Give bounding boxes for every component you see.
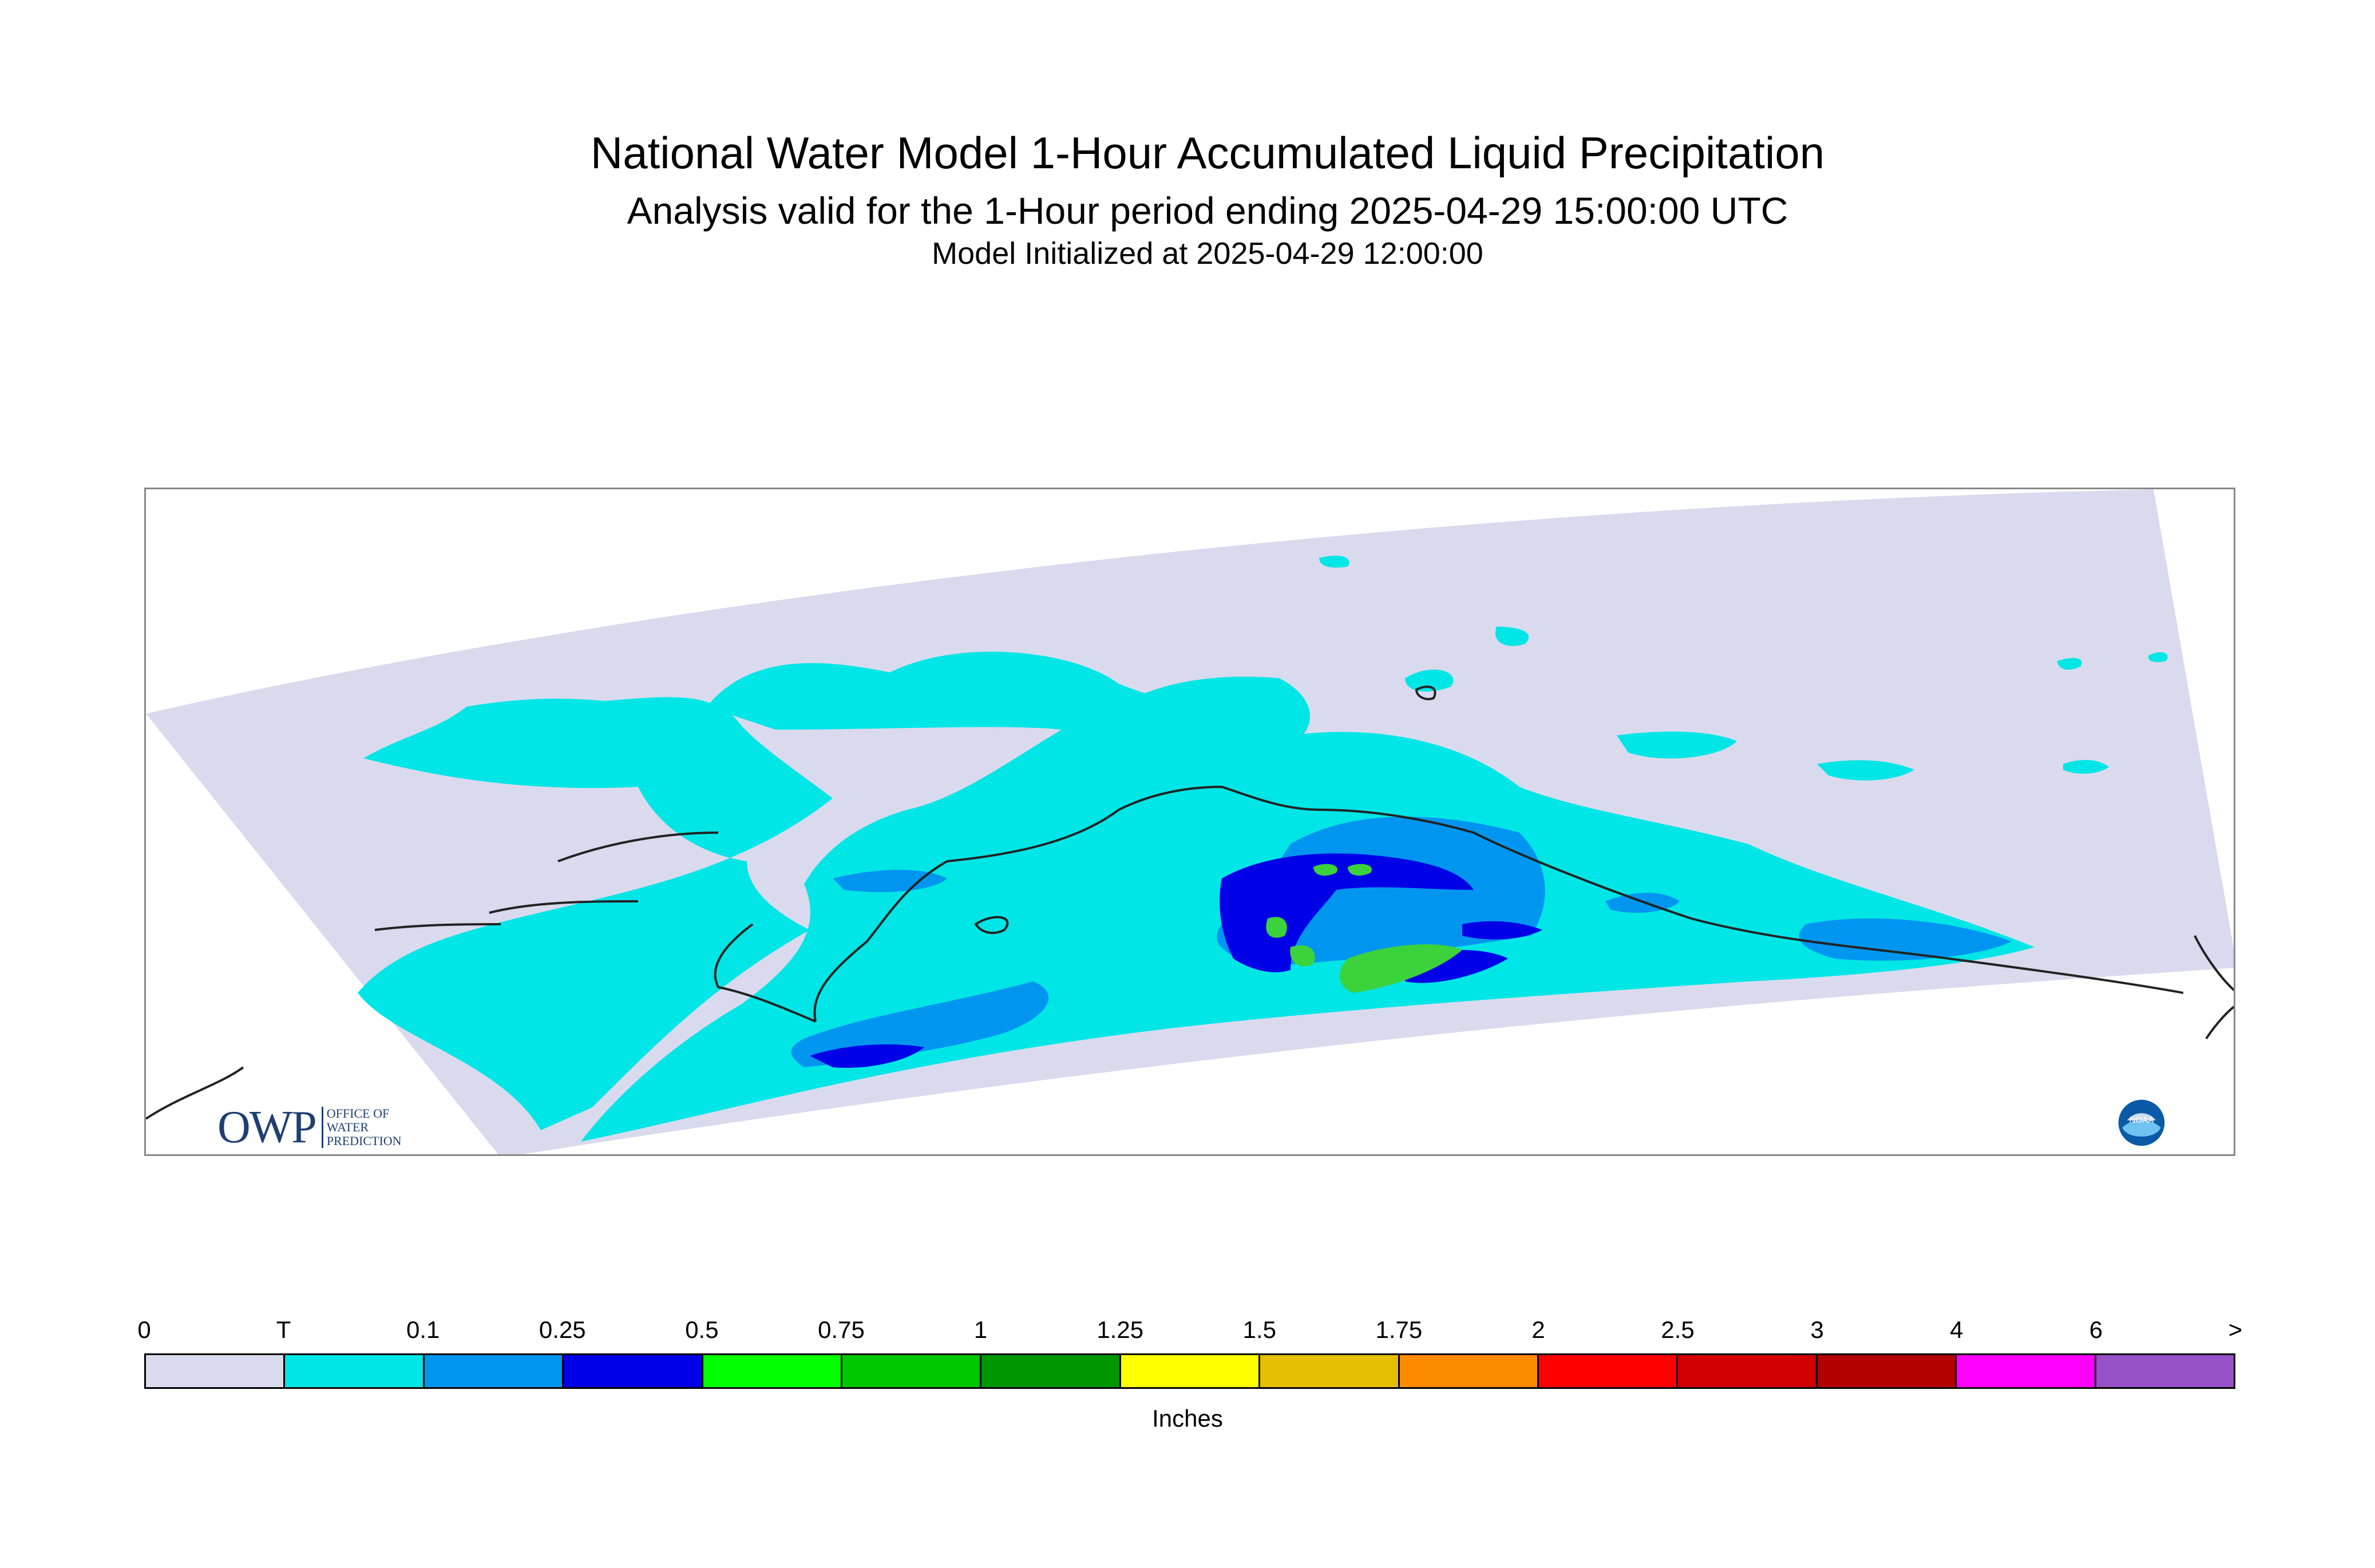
map-canvas xyxy=(146,489,2234,1154)
legend-swatch-8 xyxy=(1260,1355,1400,1387)
owp-logo: OWP OFFICE OF WATER PREDICTION xyxy=(217,1102,407,1153)
legend-tick-0: 0 xyxy=(137,1316,151,1343)
legend-tick-14: 6 xyxy=(2089,1316,2103,1343)
legend-units-label: Inches xyxy=(1152,1405,1223,1432)
legend-tick-8: 1.5 xyxy=(1242,1316,1276,1343)
legend-tick-7: 1.25 xyxy=(1097,1316,1144,1343)
legend-swatch-11 xyxy=(1678,1355,1818,1387)
legend-swatch-10 xyxy=(1539,1355,1679,1387)
legend-swatch-4 xyxy=(703,1355,843,1387)
legend-tick-5: 0.75 xyxy=(818,1316,865,1343)
precip-0.75 xyxy=(1266,864,1462,993)
legend-swatch-2 xyxy=(424,1355,564,1387)
model-init-time: Model Initialized at 2025-04-29 12:00:00 xyxy=(932,236,1483,271)
legend-swatch-13 xyxy=(1957,1355,2096,1387)
owp-line-1: OFFICE OF xyxy=(326,1106,390,1120)
owp-line-2: WATER xyxy=(326,1120,369,1134)
legend-tick-11: 2.5 xyxy=(1661,1316,1695,1343)
owp-text: OFFICE OF WATER PREDICTION xyxy=(321,1106,407,1148)
legend-swatch-12 xyxy=(1817,1355,1957,1387)
legend-tick-10: 2 xyxy=(1531,1316,1545,1343)
legend-swatch-7 xyxy=(1121,1355,1261,1387)
legend-swatch-6 xyxy=(981,1355,1121,1387)
legend-swatch-0 xyxy=(146,1355,286,1387)
legend-swatch-1 xyxy=(285,1355,425,1387)
legend-tick-3: 0.25 xyxy=(539,1316,586,1343)
noaa-logo: NOAA xyxy=(2118,1099,2165,1146)
legend-tick-15: > xyxy=(2228,1316,2243,1343)
legend-tick-4: 0.5 xyxy=(685,1316,719,1343)
owp-line-3: PREDICTION xyxy=(326,1134,402,1148)
legend-tick-2: 0.1 xyxy=(406,1316,440,1343)
legend-swatch-3 xyxy=(564,1355,703,1387)
legend-tick-12: 3 xyxy=(1810,1316,1824,1343)
chart-title: National Water Model 1-Hour Accumulated … xyxy=(590,128,1825,178)
legend-tick-6: 1 xyxy=(973,1316,988,1343)
noaa-text: NOAA xyxy=(2129,1115,2155,1125)
color-legend xyxy=(144,1353,2235,1389)
legend-tick-1: T xyxy=(276,1316,291,1343)
chart-subtitle: Analysis valid for the 1-Hour period end… xyxy=(627,189,1788,232)
precipitation-map xyxy=(144,488,2235,1156)
legend-swatch-14 xyxy=(2096,1355,2234,1387)
legend-swatch-9 xyxy=(1399,1355,1539,1387)
coastline xyxy=(146,686,2234,1120)
owp-mark: OWP xyxy=(217,1102,317,1153)
legend-swatch-5 xyxy=(842,1355,982,1387)
legend-tick-13: 4 xyxy=(1950,1316,1964,1343)
legend-tick-9: 1.75 xyxy=(1375,1316,1423,1343)
